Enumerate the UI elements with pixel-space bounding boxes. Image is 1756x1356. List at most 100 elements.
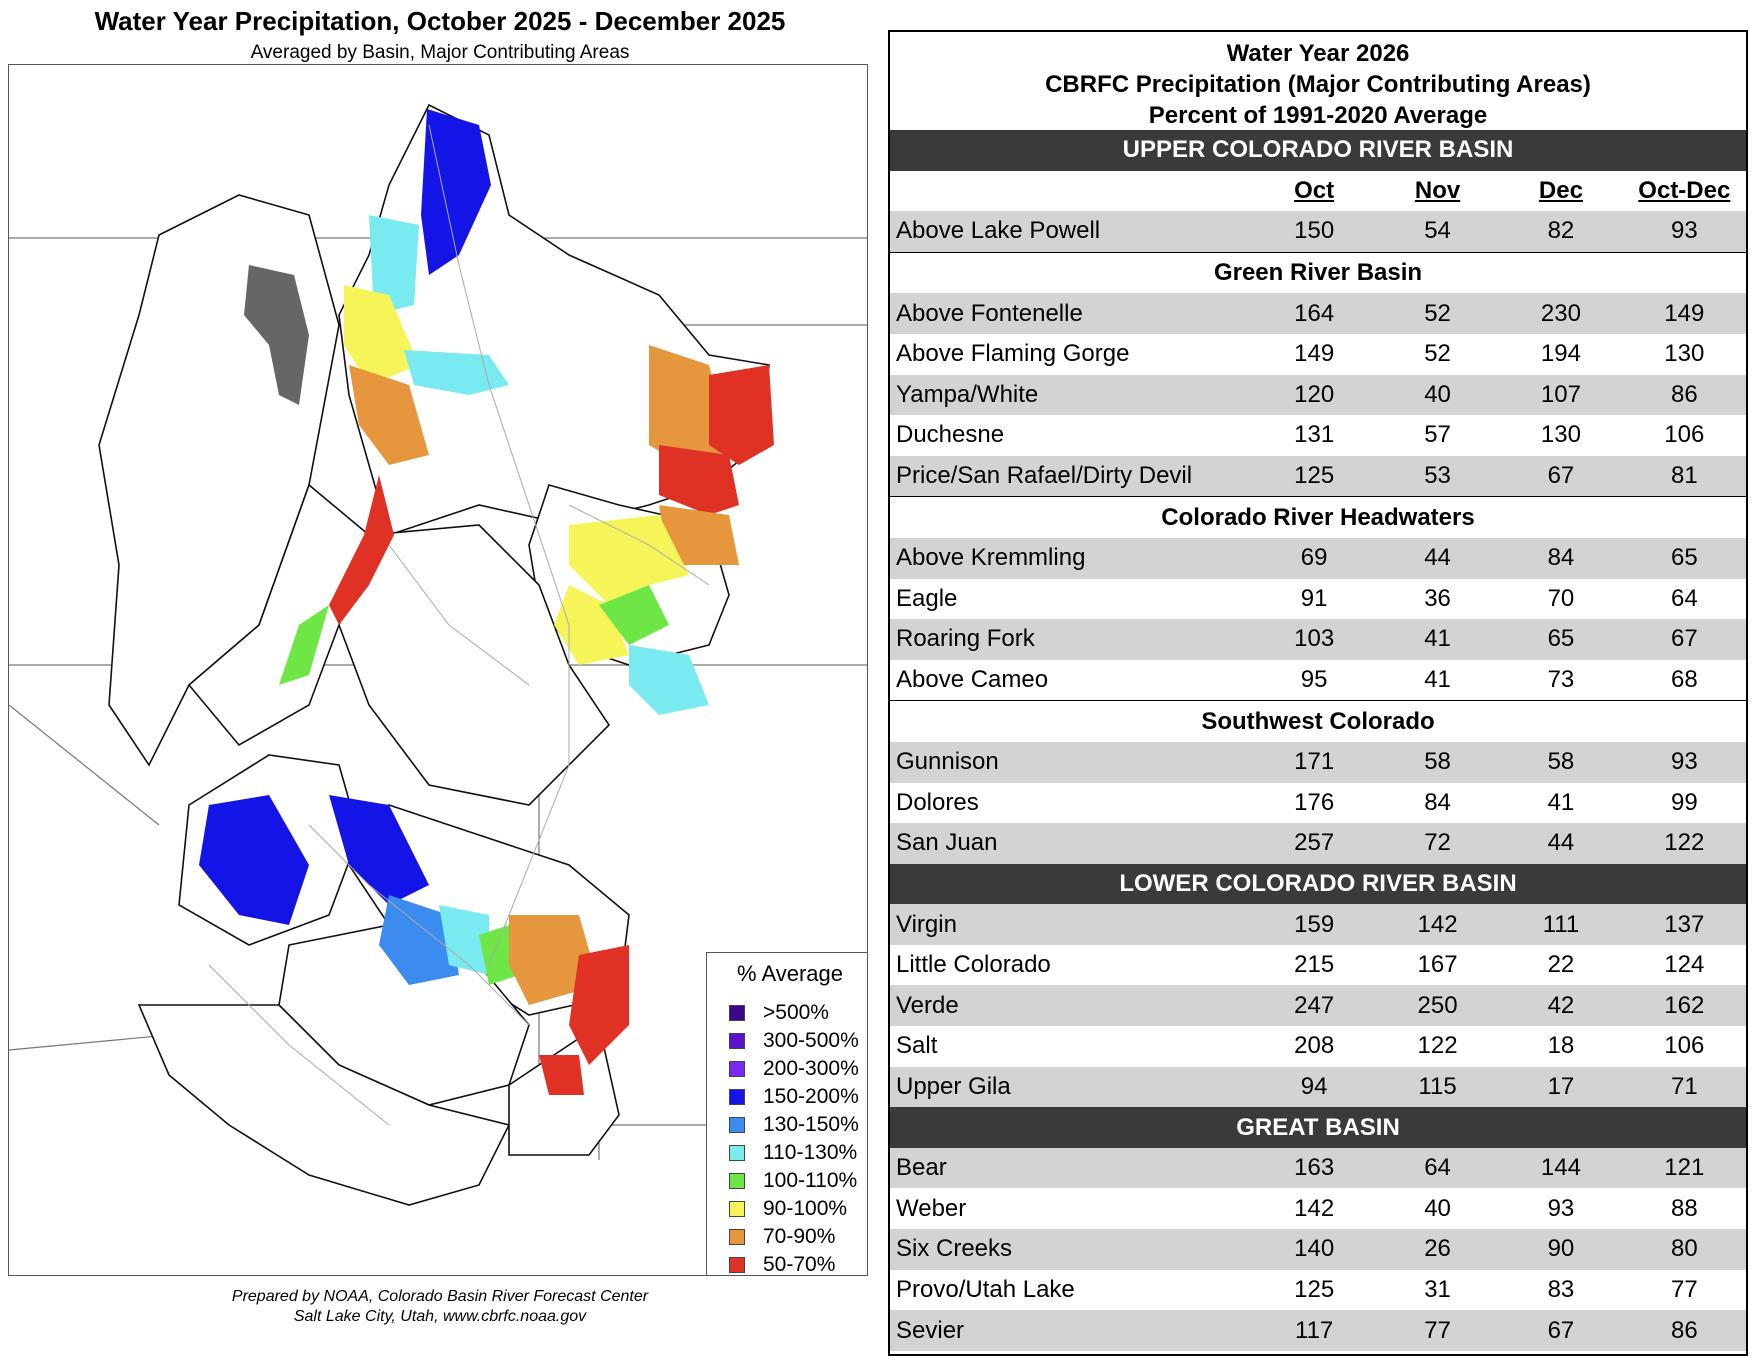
cell-dec: 230	[1540, 299, 1581, 327]
row-name: Above Lake Powell	[896, 217, 1101, 245]
legend-swatch	[729, 1089, 745, 1105]
table-row: Dolores 176 84 41 99	[890, 783, 1746, 824]
table-row: Yampa/White 120 40 107 86	[890, 374, 1746, 416]
row-name: Yampa/White	[896, 380, 1039, 408]
cell-oct-dec: 122	[1664, 829, 1705, 857]
legend-item: 110-130%	[729, 1139, 867, 1167]
legend-label: 100-110%	[763, 1169, 858, 1192]
cell-oct: 140	[1294, 1235, 1335, 1263]
legend-item: 130-150%	[729, 1111, 867, 1139]
cell-dec: 107	[1540, 380, 1581, 408]
table-row: Duchesne 131 57 130 106	[890, 415, 1746, 456]
row-name: Above Fontenelle	[896, 299, 1083, 327]
cell-nov: 250	[1417, 991, 1458, 1019]
cell-oct-dec: 81	[1670, 462, 1698, 490]
table-heading-line-1: Water Year 2026	[1226, 40, 1410, 67]
cell-dec: 82	[1547, 217, 1575, 245]
cell-nov: 122	[1417, 1032, 1458, 1060]
cell-nov: 26	[1424, 1235, 1451, 1263]
credit-line-2: Salt Lake City, Utah, www.cbrfc.noaa.gov	[293, 1308, 587, 1325]
table-row: Price/San Rafael/Dirty Devil 125 53 67 81	[890, 455, 1746, 497]
blue-patch-virgin	[199, 795, 309, 925]
cell-dec: 22	[1547, 951, 1575, 979]
red-patch-kremmling	[659, 445, 739, 515]
table-heading-line-3: Percent of 1991-2020 Average	[1148, 102, 1488, 129]
cell-oct: 94	[1300, 1072, 1328, 1100]
red-patch-sanjuan	[569, 945, 629, 1065]
cell-oct: 247	[1294, 991, 1335, 1019]
cell-oct-dec: 71	[1670, 1072, 1698, 1100]
cell-oct-dec: 86	[1670, 380, 1698, 408]
map-frame: % Average >500% 300-500% 200-300% 150-200% 1…	[8, 64, 868, 1276]
cell-nov: 44	[1424, 544, 1451, 572]
table-row: Above Flaming Gorge 149 52 194 130	[890, 334, 1746, 375]
rows-green-river: Above Fontenelle 164 52 230 149 Above Flaming…	[890, 293, 1746, 497]
legend-item: 90-100%	[729, 1195, 867, 1223]
rows-southwest: Gunnison 171 58 58 93 Dolores 176 84 41 99 San Jua…	[890, 741, 1746, 864]
red-patch-yampa	[709, 365, 774, 465]
section-band-upper: UPPER COLORADO RIVER BASIN	[890, 130, 1746, 171]
table-row: Provo/Utah Lake 125 31 83 77	[890, 1270, 1746, 1311]
row-name: Weber	[896, 1194, 967, 1222]
cell-nov: 54	[1424, 217, 1451, 245]
legend-label: 150-200%	[763, 1085, 859, 1108]
legend-swatch	[729, 1173, 745, 1189]
cell-nov: 52	[1424, 340, 1451, 368]
column-header-nov: Nov	[1414, 176, 1461, 204]
cell-oct-dec: 93	[1670, 748, 1698, 776]
rows-lower: Virgin 159 142 111 137 Little Colorado 215 167 2…	[890, 904, 1746, 1108]
legend-label: 300-500%	[763, 1029, 859, 1052]
cell-nov: 115	[1418, 1072, 1457, 1100]
legend-item: 200-300%	[729, 1055, 867, 1083]
row-name: Bear	[896, 1154, 947, 1182]
subheader-headwaters: Colorado River Headwaters	[890, 496, 1746, 538]
row-name: Gunnison	[896, 748, 999, 776]
table-row: Salt 208 122 18 106	[890, 1026, 1746, 1067]
cell-oct: 69	[1300, 544, 1328, 572]
map-subtitle: Averaged by Basin, Major Contributing Ar…	[250, 42, 630, 63]
legend-swatch	[729, 1257, 745, 1273]
cell-nov: 36	[1424, 584, 1451, 612]
orange-patch-eagle	[659, 505, 739, 565]
cell-oct-dec: 64	[1670, 584, 1698, 612]
table-row: Gunnison 171 58 58 93	[890, 741, 1746, 783]
lightblue-patch-lc	[379, 895, 459, 985]
legend-item: 100-110%	[729, 1167, 867, 1195]
river-lines	[208, 124, 710, 1126]
cell-oct: 103	[1294, 625, 1335, 653]
table-row: Verde 247 250 42 162	[890, 985, 1746, 1027]
column-header-row: Oct Nov Dec Oct-Dec	[890, 171, 1746, 212]
orange-patch-provo	[349, 365, 429, 465]
lower-gila-outline	[137, 1004, 511, 1206]
section-band-great-basin: GREAT BASIN	[890, 1107, 1746, 1148]
legend-item: >500%	[729, 999, 867, 1027]
cell-oct-dec: 137	[1664, 910, 1705, 938]
legend-label: 110-130%	[763, 1141, 858, 1164]
row-name: Provo/Utah Lake	[896, 1275, 1075, 1303]
legend-swatch	[729, 1061, 745, 1077]
green-patch-cameo	[599, 585, 669, 645]
cell-dec: 111	[1542, 910, 1580, 938]
cell-nov: 52	[1424, 299, 1451, 327]
cell-nov: 57	[1424, 421, 1451, 449]
cell-oct: 176	[1294, 788, 1335, 816]
column-header-oct-dec: Oct-Dec	[1638, 176, 1731, 204]
cell-dec: 41	[1547, 788, 1575, 816]
row-name: Eagle	[896, 584, 958, 612]
row-name: Above Kremmling	[896, 544, 1086, 572]
cell-oct-dec: 68	[1670, 666, 1698, 694]
cell-dec: 70	[1547, 584, 1575, 612]
table-row: Little Colorado 215 167 22 124	[890, 945, 1746, 986]
table-row: Above Fontenelle 164 52 230 149	[890, 293, 1746, 334]
table-heading-line-2: CBRFC Precipitation (Major Contributing …	[1045, 71, 1591, 98]
cell-oct-dec: 80	[1670, 1235, 1698, 1263]
rows-headwaters: Above Kremmling 69 44 84 65 Eagle 91 36 70 64 Roar…	[890, 537, 1746, 700]
cell-nov: 53	[1424, 462, 1451, 490]
table-row: Sevier 117 77 67 86	[890, 1310, 1746, 1351]
cell-nov: 167	[1417, 951, 1458, 979]
cell-oct: 159	[1294, 910, 1335, 938]
row-name: Roaring Fork	[896, 625, 1035, 653]
legend-swatch	[729, 1145, 745, 1161]
cell-dec: 144	[1540, 1154, 1581, 1182]
table-row: Roaring Fork 103 41 65 67	[890, 619, 1746, 660]
